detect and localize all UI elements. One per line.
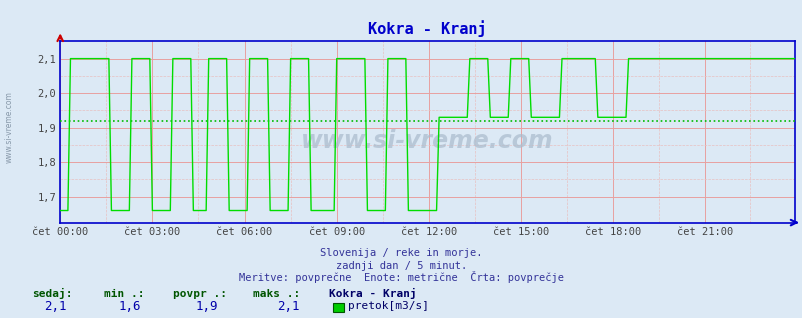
Text: 1,6: 1,6 [119,300,141,313]
Text: zadnji dan / 5 minut.: zadnji dan / 5 minut. [335,261,467,271]
Text: 2,1: 2,1 [277,300,299,313]
Text: maks .:: maks .: [253,289,300,299]
Text: Meritve: povprečne  Enote: metrične  Črta: povprečje: Meritve: povprečne Enote: metrične Črta:… [239,272,563,283]
Text: Kokra - Kranj: Kokra - Kranj [329,288,416,299]
Text: 2,1: 2,1 [44,300,67,313]
Text: 1,9: 1,9 [195,300,217,313]
Text: www.si-vreme.com: www.si-vreme.com [5,91,14,163]
Text: pretok[m3/s]: pretok[m3/s] [347,301,428,311]
Text: www.si-vreme.com: www.si-vreme.com [301,129,553,153]
Text: povpr .:: povpr .: [172,289,226,299]
Text: Slovenija / reke in morje.: Slovenija / reke in morje. [320,248,482,258]
Text: sedaj:: sedaj: [32,288,72,299]
Title: Kokra - Kranj: Kokra - Kranj [368,21,486,38]
Text: min .:: min .: [104,289,144,299]
